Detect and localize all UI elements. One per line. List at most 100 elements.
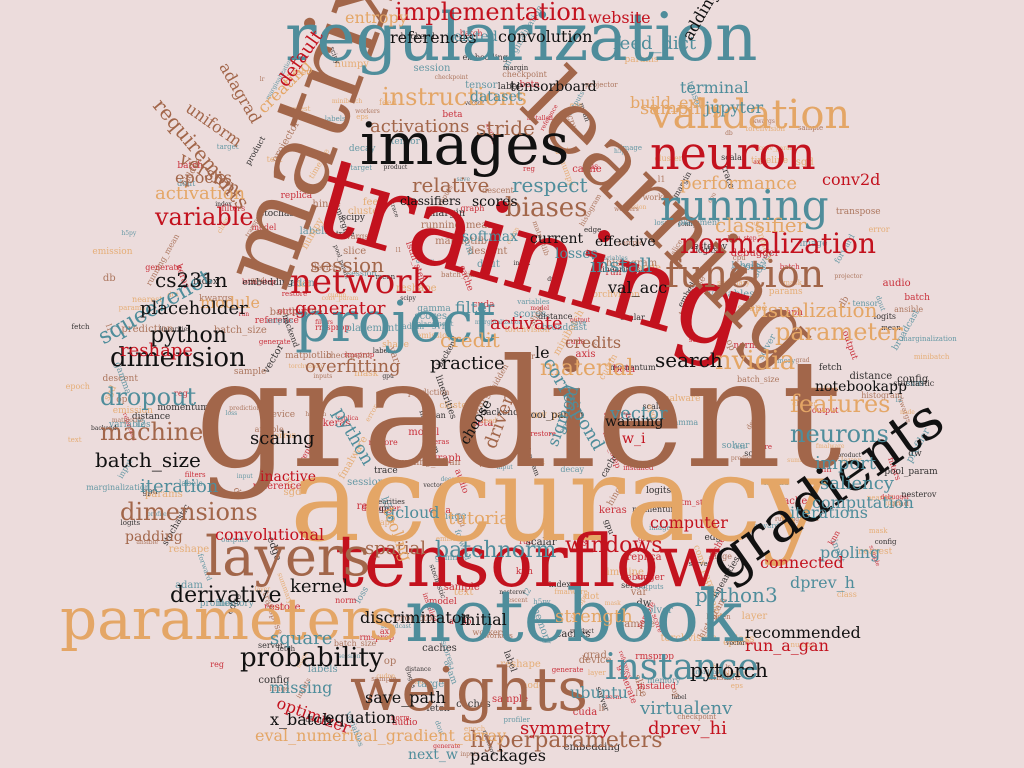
filler-word: nearest bbox=[132, 294, 163, 304]
cloud-word-stride: stride bbox=[476, 116, 535, 140]
cloud-word-python: python bbox=[150, 323, 227, 348]
cloud-word-search: search bbox=[655, 348, 723, 372]
cloud-word-overfitting: overfitting bbox=[305, 356, 401, 377]
filler-word: norm bbox=[605, 693, 622, 701]
cloud-word-terminal: terminal bbox=[680, 78, 749, 97]
filler-word: momentum bbox=[157, 402, 209, 413]
filler-word: params bbox=[145, 489, 183, 501]
filler-word: cache bbox=[777, 495, 808, 507]
filler-word: memory bbox=[766, 356, 796, 365]
cloud-word-padding: padding bbox=[125, 529, 183, 545]
cloud-word-variable: variable bbox=[155, 203, 254, 231]
filler-word: knn bbox=[515, 567, 533, 578]
cloud-word-symmetry: symmetry bbox=[520, 718, 611, 739]
filler-word: installed bbox=[526, 115, 553, 123]
filler-word: lr bbox=[598, 703, 606, 713]
filler-word: cache bbox=[572, 163, 602, 175]
filler-word: lr bbox=[725, 663, 731, 671]
filler-word: feed bbox=[481, 417, 497, 426]
filler-word: profiler bbox=[146, 510, 170, 518]
filler-word: reg bbox=[174, 389, 188, 399]
filler-word: prediction bbox=[121, 324, 174, 336]
filler-word: epoch bbox=[883, 500, 903, 508]
cloud-word-pytorch: pytorch bbox=[690, 658, 768, 682]
filler-word: stochastic bbox=[259, 208, 306, 219]
filler-word: torchvision bbox=[504, 325, 550, 334]
cloud-word-computation: computation bbox=[812, 493, 914, 512]
filler-word: l2 bbox=[136, 418, 146, 430]
filler-word: lstm_step bbox=[674, 498, 713, 508]
cloud-word-run-a-gan: run_a_gan bbox=[745, 636, 829, 655]
filler-word: sample bbox=[618, 238, 644, 247]
filler-word: product bbox=[837, 452, 862, 460]
filler-word: keras bbox=[429, 438, 450, 447]
cloud-word-filter: filter bbox=[455, 298, 495, 317]
filler-word: gpu bbox=[382, 373, 394, 381]
filler-word: broadcast bbox=[541, 323, 587, 334]
filler-word: hinge bbox=[312, 199, 341, 211]
filler-word: dw bbox=[908, 448, 922, 459]
filler-word: embedding bbox=[242, 277, 294, 288]
filler-word: reg bbox=[356, 500, 374, 512]
filler-word: checkpoint bbox=[502, 70, 547, 80]
filler-word: stochastic bbox=[893, 379, 935, 389]
filler-word: image bbox=[649, 523, 671, 532]
cloud-word-missing: missing bbox=[270, 678, 333, 697]
filler-word: index bbox=[513, 259, 531, 267]
filler-word: distance bbox=[405, 666, 431, 674]
filler-word: loss bbox=[654, 219, 668, 228]
filler-word: emission bbox=[619, 204, 647, 212]
filler-word: fetch bbox=[818, 362, 842, 373]
filler-word: scores bbox=[733, 261, 767, 273]
filler-word: trace bbox=[374, 466, 398, 477]
filler-word: cuda bbox=[472, 299, 495, 310]
filler-word: eps bbox=[730, 681, 743, 690]
filler-word: knn bbox=[636, 573, 651, 582]
cloud-word-softmax: softmax bbox=[462, 229, 518, 245]
cloud-word-implementation: implementation bbox=[395, 0, 587, 26]
filler-word: memory bbox=[216, 599, 254, 610]
filler-word: numpy bbox=[334, 59, 369, 71]
filler-word: kwargs bbox=[339, 231, 369, 241]
filler-word: decay bbox=[560, 465, 584, 475]
filler-word: feed bbox=[379, 98, 397, 108]
filler-word: prediction bbox=[730, 455, 763, 463]
cloud-word-dataset: dataset bbox=[470, 89, 523, 105]
filler-word: config bbox=[874, 538, 897, 547]
filler-word: marginalization bbox=[901, 335, 957, 344]
cloud-word-neuron: neuron bbox=[650, 126, 816, 180]
filler-word: checkpoint bbox=[434, 74, 469, 82]
filler-word: target bbox=[216, 143, 239, 152]
filler-word: nesterov bbox=[901, 489, 937, 499]
filler-word: caches bbox=[422, 643, 457, 655]
cloud-word-reshape: reshape bbox=[120, 340, 193, 361]
filler-word: emission bbox=[92, 247, 133, 258]
cloud-word-dimensions: dimensions bbox=[120, 498, 258, 526]
filler-word: grad bbox=[795, 356, 810, 364]
filler-word: op bbox=[116, 395, 128, 406]
filler-word: outputs bbox=[636, 583, 664, 592]
cloud-word-initial: initial bbox=[460, 610, 507, 629]
filler-word: error bbox=[274, 431, 296, 441]
cloud-word-function: function bbox=[665, 252, 825, 296]
filler-word: projector bbox=[834, 272, 863, 280]
filler-word: eps bbox=[569, 100, 583, 109]
filler-word: audio bbox=[449, 617, 472, 627]
filler-word: minibatch bbox=[331, 98, 363, 106]
cloud-word-gradient: gradient bbox=[195, 328, 842, 502]
filler-word: reg bbox=[210, 659, 224, 669]
cloud-word-scaling: scaling bbox=[250, 428, 315, 449]
cloud-word-dprev-h: dprev_h bbox=[790, 573, 855, 592]
filler-word: cudnn bbox=[327, 291, 347, 299]
cloud-word-biases: biases bbox=[505, 193, 588, 223]
filler-word: sample bbox=[492, 693, 529, 705]
filler-word: eps bbox=[356, 112, 369, 121]
filler-word: batch_size bbox=[269, 306, 323, 318]
filler-word: batch_size bbox=[213, 325, 267, 337]
cloud-word-losses: losses bbox=[555, 246, 598, 262]
filler-word: index bbox=[215, 200, 232, 208]
filler-word: l2 bbox=[895, 395, 903, 404]
filler-word: beta bbox=[519, 80, 540, 91]
filler-word: norm bbox=[335, 596, 357, 605]
filler-word: epoch bbox=[723, 637, 751, 648]
